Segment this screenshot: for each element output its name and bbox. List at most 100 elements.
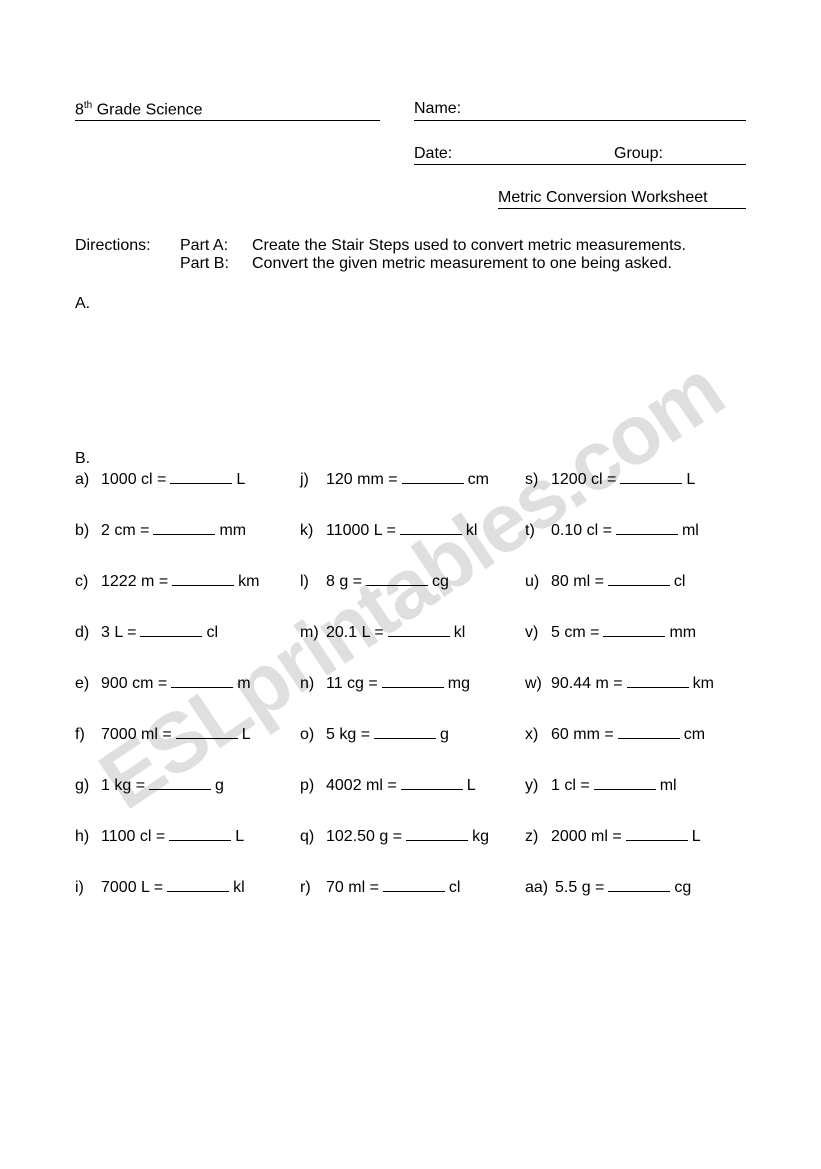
answer-blank[interactable]	[374, 725, 436, 739]
problem-unit: km	[238, 573, 259, 591]
problem-item: u)80 ml =cl	[525, 572, 750, 591]
worksheet-page: 8th Grade Science Name: Date: Group: Met…	[0, 0, 821, 947]
problem-lhs: 80 ml =	[551, 573, 604, 591]
answer-blank[interactable]	[172, 572, 234, 586]
problem-item: j)120 mm =cm	[300, 470, 525, 489]
problem-lhs: 1 kg =	[101, 777, 145, 795]
problem-lhs: 8 g =	[326, 573, 362, 591]
answer-blank[interactable]	[149, 776, 211, 790]
answer-blank[interactable]	[388, 623, 450, 637]
grade-field: 8th Grade Science	[75, 100, 380, 121]
problem-lhs: 60 mm =	[551, 726, 614, 744]
problem-lhs: 102.50 g =	[326, 828, 402, 846]
answer-blank[interactable]	[620, 470, 682, 484]
problem-lhs: 0.10 cl =	[551, 522, 612, 540]
answer-blank[interactable]	[401, 776, 463, 790]
answer-blank[interactable]	[140, 623, 202, 637]
problem-unit: cm	[684, 726, 705, 744]
problem-item: v)5 cm =mm	[525, 623, 750, 642]
problem-label: i)	[75, 879, 101, 897]
answer-blank[interactable]	[626, 827, 688, 841]
problem-item: b)2 cm =mm	[75, 521, 300, 540]
problem-item: g)1 kg = g	[75, 776, 300, 795]
problem-lhs: 900 cm =	[101, 675, 167, 693]
problem-label: n)	[300, 675, 326, 693]
problem-item: aa)5.5 g =cg	[525, 878, 750, 897]
problem-item: z)2000 ml =L	[525, 827, 750, 846]
answer-blank[interactable]	[383, 878, 445, 892]
problem-lhs: 11000 L =	[326, 522, 396, 540]
section-a: A.	[75, 295, 746, 450]
problem-item: o)5 kg = g	[300, 725, 525, 744]
answer-blank[interactable]	[603, 623, 665, 637]
problem-item: e)900 cm =m	[75, 674, 300, 693]
problem-label: q)	[300, 828, 326, 846]
problem-unit: cl	[674, 573, 686, 591]
problem-item: p)4002 ml =L	[300, 776, 525, 795]
header-row-2: Date: Group:	[75, 145, 746, 165]
answer-blank[interactable]	[616, 521, 678, 535]
problem-lhs: 90.44 m =	[551, 675, 623, 693]
partB-text: Convert the given metric measurement to …	[252, 255, 746, 273]
problem-item: y)1 cl =ml	[525, 776, 750, 795]
problem-lhs: 120 mm =	[326, 471, 398, 489]
answer-blank[interactable]	[167, 878, 229, 892]
answer-blank[interactable]	[171, 674, 233, 688]
problem-lhs: 5 kg =	[326, 726, 370, 744]
problem-unit: g	[440, 726, 449, 744]
problem-label: a)	[75, 471, 101, 489]
problem-label: k)	[300, 522, 326, 540]
answer-blank[interactable]	[176, 725, 238, 739]
problem-item: r)70 ml =cl	[300, 878, 525, 897]
problem-lhs: 7000 ml =	[101, 726, 172, 744]
answer-blank[interactable]	[608, 878, 670, 892]
problem-item: w)90.44 m =km	[525, 674, 750, 693]
answer-blank[interactable]	[400, 521, 462, 535]
problem-unit: ml	[682, 522, 699, 540]
directions-block: Directions: Part A: Create the Stair Ste…	[75, 237, 746, 273]
answer-blank[interactable]	[406, 827, 468, 841]
problem-item: x)60 mm =cm	[525, 725, 750, 744]
problem-item: l)8 g =cg	[300, 572, 525, 591]
name-field: Name:	[414, 100, 746, 121]
answer-blank[interactable]	[402, 470, 464, 484]
problem-unit: L	[467, 777, 476, 795]
answer-blank[interactable]	[153, 521, 215, 535]
answer-blank[interactable]	[366, 572, 428, 586]
problem-label: g)	[75, 777, 101, 795]
answer-blank[interactable]	[608, 572, 670, 586]
problem-label: aa)	[525, 879, 555, 897]
problem-item: t)0.10 cl =ml	[525, 521, 750, 540]
problem-lhs: 1 cl =	[551, 777, 590, 795]
problem-unit: L	[236, 471, 245, 489]
answer-blank[interactable]	[627, 674, 689, 688]
partA-label: Part A:	[180, 237, 252, 255]
problem-lhs: 3 L =	[101, 624, 136, 642]
problem-label: p)	[300, 777, 326, 795]
answer-blank[interactable]	[169, 827, 231, 841]
problem-label: m)	[300, 624, 326, 642]
answer-blank[interactable]	[382, 674, 444, 688]
problem-lhs: 2000 ml =	[551, 828, 622, 846]
problem-item: s)1200 cl =L	[525, 470, 750, 489]
problem-lhs: 7000 L =	[101, 879, 163, 897]
problem-item: k)11000 L =kl	[300, 521, 525, 540]
problem-unit: L	[235, 828, 244, 846]
problem-item: n)11 cg =mg	[300, 674, 525, 693]
name-label: Name:	[414, 100, 461, 117]
problem-lhs: 5 cm =	[551, 624, 599, 642]
grade-suffix: th	[84, 100, 92, 111]
answer-blank[interactable]	[594, 776, 656, 790]
problem-label: j)	[300, 471, 326, 489]
problem-label: o)	[300, 726, 326, 744]
answer-blank[interactable]	[170, 470, 232, 484]
problem-item: f)7000 ml =L	[75, 725, 300, 744]
problem-label: f)	[75, 726, 101, 744]
directions-spacer	[75, 255, 180, 273]
problem-lhs: 20.1 L =	[326, 624, 384, 642]
problem-unit: kl	[454, 624, 466, 642]
problem-unit: g	[215, 777, 224, 795]
answer-blank[interactable]	[618, 725, 680, 739]
header-row-3: Metric Conversion Worksheet	[75, 189, 746, 209]
grade-prefix: 8	[75, 101, 84, 118]
